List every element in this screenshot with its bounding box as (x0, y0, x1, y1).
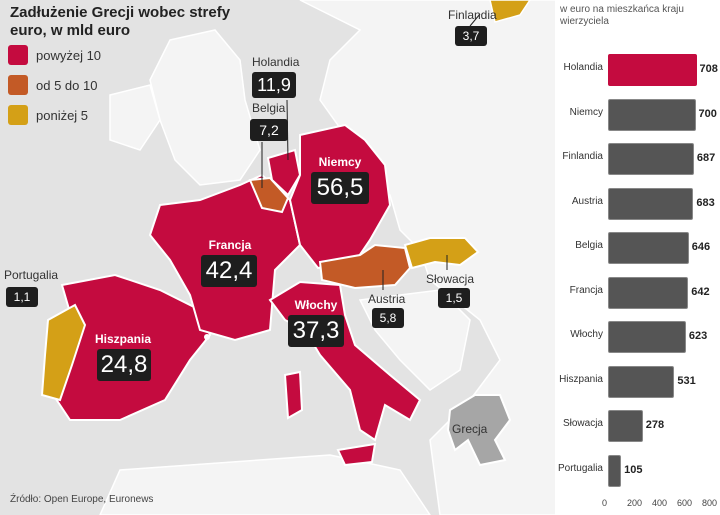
region-belgia[interactable] (248, 176, 290, 214)
land-ireland (109, 84, 161, 151)
region-wlochy-sicily[interactable] (336, 442, 377, 467)
region-grecja[interactable] (446, 394, 512, 467)
map-title: Zadłużenie Grecji wobec strefy euro, w m… (10, 4, 231, 39)
value-finlandia: 3,7 (455, 26, 487, 46)
x-tick-label: 400 (652, 498, 668, 508)
bar-value-label: 278 (645, 419, 665, 431)
bar-category-label: Austria (571, 195, 603, 207)
bar-row: Austria 683 (555, 184, 720, 224)
x-tick-label: 200 (627, 498, 643, 508)
finlandia-leader (469, 13, 481, 27)
region-austria[interactable] (318, 243, 412, 290)
bar (608, 410, 643, 442)
bar-row: Francja 642 (555, 273, 720, 313)
bar-value-label: 531 (677, 374, 696, 387)
source-note: Źródło: Open Europe, Euronews (10, 494, 154, 505)
label-holandia: Holandia (252, 55, 300, 69)
label-hiszpania: Hiszpania (94, 332, 151, 346)
bar-value-label: 687 (696, 152, 716, 164)
legend-swatch-medium (8, 75, 28, 95)
bar-value-label: 708 (699, 63, 718, 75)
legend-item-low: poniżej 5 (8, 104, 88, 126)
chart-subtitle: w euro na mieszkańca kraju wierzyciela (560, 4, 684, 27)
label-austria: Austria (368, 292, 406, 306)
bar-row: Belgia 646 (555, 228, 720, 268)
label-portugalia: Portugalia (4, 268, 59, 282)
bar-row: Holandia 708 (555, 50, 720, 90)
land-north-africa (99, 454, 431, 515)
legend-label-medium: od 5 do 10 (36, 77, 98, 93)
legend-label-low: poniżej 5 (36, 107, 89, 123)
label-belgia: Belgia (252, 101, 286, 115)
bar-value-label: 646 (691, 241, 711, 253)
x-tick-label: 600 (677, 498, 693, 508)
bar-category-label: Włochy (570, 329, 603, 340)
bar-category-label: Portugalia (557, 462, 603, 474)
bar-category-label: Belgia (575, 240, 603, 251)
bar-row: Finlandia 687 (555, 139, 720, 179)
legend-swatch-high (8, 45, 28, 65)
label-niemcy: Niemcy (318, 155, 362, 169)
label-wlochy: Włochy (294, 298, 338, 312)
value-portugalia: 1,1 (6, 287, 38, 307)
bar (608, 321, 686, 353)
label-grecja: Grecja (452, 422, 488, 436)
bar-category-label: Holandia (563, 62, 603, 73)
region-finlandia[interactable] (489, 0, 531, 23)
bar (608, 365, 675, 398)
bar-category-label: Niemcy (569, 106, 603, 118)
value-francja: 42,4 (201, 255, 257, 287)
bar-row: Słowacja 278 (555, 406, 720, 446)
bar (608, 143, 694, 175)
bar-value-label: 683 (696, 196, 715, 209)
bar-row: Hiszpania 531 (555, 362, 720, 402)
region-portugalia[interactable] (40, 303, 87, 402)
bar-value-label: 700 (698, 107, 717, 120)
value-belgia: 7,2 (250, 119, 288, 141)
bar (608, 187, 694, 220)
legend-label-high: powyżej 10 (36, 47, 102, 63)
value-wlochy: 37,3 (288, 315, 344, 347)
region-slowacja[interactable] (403, 237, 480, 270)
bar (608, 98, 696, 131)
bar (608, 54, 697, 86)
value-slowacja: 1,5 (438, 288, 470, 308)
bar-value-label: 623 (688, 330, 708, 342)
bar-row: Niemcy 700 (555, 95, 720, 135)
value-austria: 5,8 (372, 308, 404, 328)
bar-category-label: Słowacja (562, 418, 603, 429)
legend-item-medium: od 5 do 10 (8, 74, 97, 96)
bar-category-label: Finlandia (562, 151, 603, 162)
region-holandia[interactable] (266, 148, 302, 197)
value-holandia: 11,9 (252, 72, 296, 98)
legend-item-high: powyżej 10 (8, 44, 101, 66)
bar-row: Włochy 623 (555, 317, 720, 357)
label-francja: Francja (208, 238, 252, 252)
bar (608, 454, 622, 487)
capital-dot (204, 334, 210, 340)
bar-value-label: 105 (624, 463, 643, 476)
label-finlandia: Finlandia (448, 8, 497, 22)
bar (608, 276, 689, 309)
bar-category-label: Francja (569, 284, 603, 296)
label-slowacja: Słowacja (426, 272, 475, 286)
region-wlochy-sardinia[interactable] (283, 370, 304, 420)
europe-map (40, 0, 560, 515)
land-uk (149, 29, 261, 186)
bar (608, 232, 689, 264)
value-hiszpania: 24,8 (97, 349, 151, 381)
x-tick-label: 0 (602, 498, 608, 508)
legend-swatch-low (8, 105, 28, 125)
bar-row: Portugalia 105 (555, 451, 720, 491)
bar-category-label: Hiszpania (559, 373, 603, 385)
x-tick-label: 800 (702, 498, 718, 508)
value-niemcy: 56,5 (311, 172, 369, 204)
bar-value-label: 642 (691, 285, 710, 298)
